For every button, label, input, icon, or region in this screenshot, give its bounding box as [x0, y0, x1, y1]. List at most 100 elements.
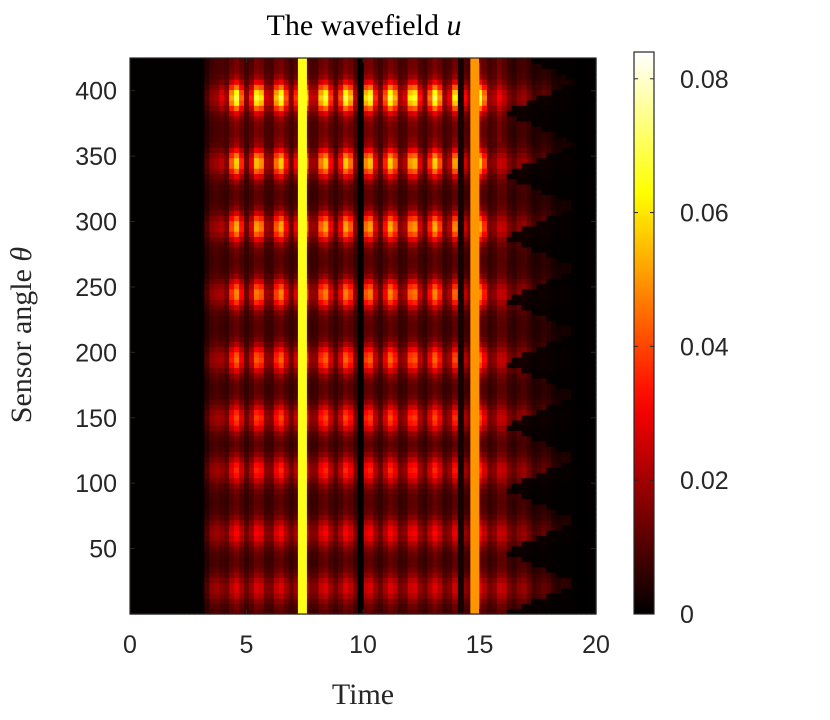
heatmap-cell: [224, 341, 230, 348]
heatmap-cell: [134, 58, 141, 64]
heatmap-cell: [288, 440, 295, 447]
heatmap-cell: [239, 262, 245, 269]
heatmap-cell: [248, 283, 255, 290]
heatmap-cell: [184, 414, 191, 421]
heatmap-cell: [273, 304, 280, 311]
heatmap-cell: [353, 608, 359, 615]
heatmap-cell: [189, 58, 196, 64]
heatmap-cell: [348, 78, 354, 85]
heatmap-cell: [333, 63, 339, 70]
heatmap-cell: [318, 262, 324, 269]
heatmap-cell: [189, 556, 196, 563]
heatmap-cell: [283, 519, 290, 526]
heatmap-cell: [343, 94, 349, 101]
heatmap-cell: [288, 252, 295, 258]
heatmap-cell: [199, 561, 205, 568]
heatmap-cell: [263, 73, 270, 80]
heatmap-cell: [258, 435, 265, 442]
heatmap-cell: [353, 535, 359, 542]
heatmap-cell: [323, 509, 329, 515]
heatmap-cell: [169, 603, 176, 610]
heatmap-cell: [134, 556, 141, 563]
heatmap-cell: [219, 440, 225, 447]
heatmap-cell: [179, 472, 186, 479]
heatmap-cell: [189, 425, 196, 432]
heatmap-cell: [209, 336, 215, 342]
heatmap-cell: [169, 210, 176, 216]
heatmap-cell: [253, 425, 260, 432]
heatmap-cell: [343, 152, 349, 159]
heatmap-cell: [328, 477, 334, 484]
heatmap-cell: [239, 131, 245, 138]
heatmap-cell: [154, 367, 161, 374]
heatmap-cell: [139, 493, 146, 500]
heatmap-cell: [333, 572, 339, 578]
heatmap-cell: [130, 598, 136, 605]
heatmap-cell: [288, 94, 295, 101]
heatmap-cell: [184, 236, 191, 243]
heatmap-cell: [229, 561, 235, 568]
heatmap-cell: [313, 419, 319, 426]
heatmap-cell: [248, 204, 255, 211]
heatmap-cell: [244, 388, 250, 395]
heatmap-cell: [199, 577, 205, 584]
heatmap-cell: [353, 126, 359, 133]
heatmap-cell: [184, 320, 191, 327]
heatmap-cell: [318, 136, 324, 143]
heatmap-cell: [174, 173, 181, 180]
heatmap-cell: [154, 545, 161, 552]
heatmap-cell: [229, 409, 235, 416]
heatmap-cell: [253, 545, 260, 552]
heatmap-cell: [229, 572, 235, 578]
heatmap-cell: [164, 608, 171, 615]
heatmap-cell: [159, 425, 166, 432]
heatmap-cell: [224, 225, 230, 232]
heatmap-cell: [209, 461, 215, 468]
heatmap-cell: [278, 68, 285, 75]
heatmap-cell: [204, 283, 210, 290]
heatmap-cell: [248, 493, 255, 500]
heatmap-cell: [268, 372, 275, 379]
heatmap-cell: [283, 99, 290, 106]
heatmap-cell: [313, 566, 319, 573]
heatmap-cell: [313, 204, 319, 211]
heatmap-cell: [199, 356, 205, 363]
heatmap-cell: [353, 131, 359, 138]
heatmap-cell: [293, 283, 300, 290]
heatmap-cell: [318, 267, 324, 274]
heatmap-cell: [184, 89, 191, 96]
heatmap-cell: [343, 299, 349, 306]
heatmap-cell: [204, 141, 210, 148]
heatmap-cell: [209, 472, 215, 479]
heatmap-cell: [248, 267, 255, 274]
heatmap-cell: [318, 246, 324, 253]
heatmap-cell: [159, 535, 166, 542]
heatmap-cell: [199, 231, 205, 237]
heatmap-cell: [253, 309, 260, 316]
heatmap-cell: [159, 152, 166, 159]
heatmap-cell: [244, 283, 250, 290]
heatmap-cell: [229, 89, 235, 96]
heatmap-cell: [348, 446, 354, 452]
heatmap-cell: [288, 288, 295, 295]
heatmap-cell: [189, 488, 196, 494]
heatmap-cell: [273, 220, 280, 227]
heatmap-cell: [288, 267, 295, 274]
heatmap-cell: [348, 178, 354, 185]
heatmap-cell: [293, 325, 300, 332]
heatmap-cell: [184, 556, 191, 563]
heatmap-cell: [194, 530, 201, 536]
heatmap-cell: [308, 367, 315, 374]
heatmap-cell: [130, 362, 136, 369]
heatmap-cell: [234, 120, 240, 127]
heatmap-cell: [130, 225, 136, 232]
heatmap-cell: [313, 503, 319, 510]
heatmap-cell: [204, 603, 210, 610]
heatmap-cell: [283, 147, 290, 154]
heatmap-cell: [159, 315, 166, 321]
heatmap-cell: [328, 467, 334, 473]
heatmap-cell: [224, 94, 230, 101]
heatmap-cell: [139, 383, 146, 390]
heatmap-cell: [283, 477, 290, 484]
heatmap-cell: [199, 147, 205, 154]
